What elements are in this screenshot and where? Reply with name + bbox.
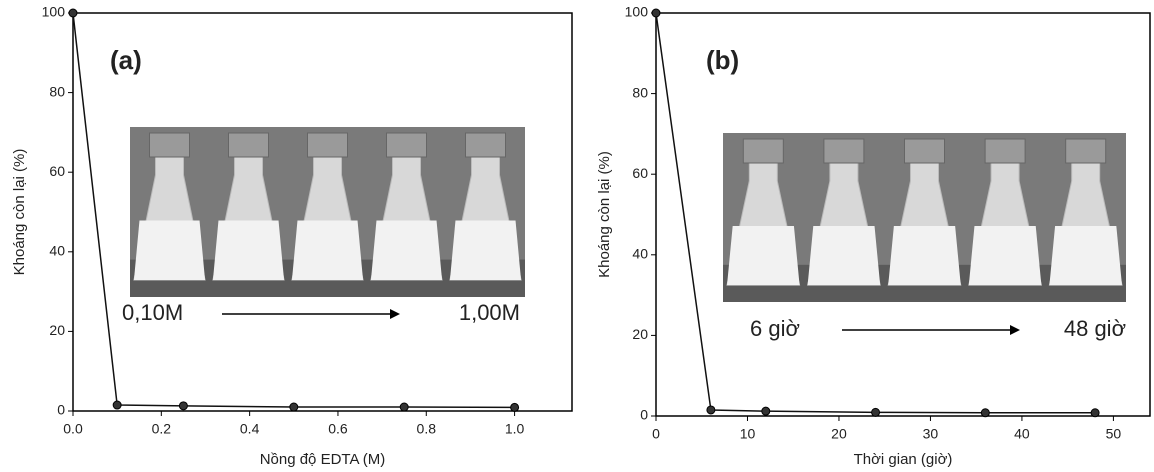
y-tick-label: 40: [49, 243, 65, 259]
data-point: [112, 400, 122, 410]
y-tick-label: 0: [57, 402, 65, 418]
plot-frame: [72, 12, 573, 412]
data-point: [68, 8, 78, 18]
x-tick-label: 40: [1014, 426, 1030, 442]
x-tick-label: 0: [652, 426, 660, 442]
y-tick-label: 0: [640, 407, 648, 423]
y-axis-title: Khoáng còn lại (%): [596, 151, 613, 278]
y-tick-label: 60: [632, 165, 648, 181]
data-line: [72, 12, 515, 409]
flask-foil: [228, 132, 269, 158]
x-tick-label: 30: [923, 426, 939, 442]
x-tick-label: 0.6: [328, 421, 348, 437]
data-point: [1090, 408, 1100, 418]
flask-foil: [1065, 138, 1107, 164]
flask-foil: [307, 132, 348, 158]
flask-liquid: [133, 220, 206, 280]
flask-liquid: [449, 220, 522, 280]
arrow-head: [390, 309, 400, 319]
y-axis-title: Khoáng còn lại (%): [11, 149, 28, 276]
flask-liquid: [807, 225, 881, 286]
y-tick-label: 100: [42, 4, 66, 20]
y-tick-label: 40: [632, 246, 648, 262]
flask-foil: [823, 138, 865, 164]
x-tick-label: 0.0: [63, 421, 83, 437]
flask-foil: [984, 138, 1026, 164]
x-tick-label: 0.2: [152, 421, 172, 437]
flask-liquid: [291, 220, 364, 280]
annotation: 6 giờ: [750, 316, 800, 341]
plot-frame: [655, 12, 1151, 417]
y-tick-label: 60: [49, 163, 65, 179]
data-point: [871, 407, 881, 417]
flask-foil: [386, 132, 427, 158]
x-tick-label: 10: [740, 426, 756, 442]
y-tick-label: 20: [49, 322, 65, 338]
flask-liquid: [968, 225, 1042, 286]
flask-foil: [742, 138, 784, 164]
flask-foil: [904, 138, 945, 164]
y-tick-label: 80: [49, 83, 65, 99]
data-point: [178, 401, 188, 411]
y-tick-label: 100: [625, 4, 649, 20]
flask-foil: [465, 132, 506, 158]
x-tick-label: 1.0: [505, 421, 525, 437]
flask-liquid: [212, 220, 285, 280]
panel-label: (a): [110, 45, 142, 75]
annotation: 0,10M: [122, 300, 183, 325]
annotation: 48 giờ: [1064, 316, 1126, 341]
data-point: [706, 405, 716, 415]
arrow-head: [1010, 325, 1020, 335]
flask-foil: [149, 132, 190, 158]
panel-label: (b): [706, 45, 739, 75]
data-point: [510, 402, 520, 412]
flask-liquid: [1049, 225, 1122, 286]
data-point: [980, 408, 990, 418]
data-point: [289, 402, 299, 412]
data-point: [761, 406, 771, 416]
x-axis-title: Thời gian (giờ): [854, 451, 953, 468]
x-tick-label: 20: [831, 426, 847, 442]
data-line: [655, 12, 1096, 414]
y-tick-label: 80: [632, 84, 648, 100]
x-tick-label: 50: [1106, 426, 1122, 442]
flask-liquid: [888, 225, 961, 286]
data-point: [651, 8, 661, 18]
y-tick-label: 20: [632, 326, 648, 342]
annotation: 1,00M: [459, 300, 520, 325]
x-tick-label: 0.8: [417, 421, 437, 437]
x-axis-title: Nồng độ EDTA (M): [260, 451, 386, 468]
x-tick-label: 0.4: [240, 421, 260, 437]
flask-liquid: [727, 225, 800, 286]
data-point: [399, 402, 409, 412]
flask-liquid: [370, 220, 443, 280]
